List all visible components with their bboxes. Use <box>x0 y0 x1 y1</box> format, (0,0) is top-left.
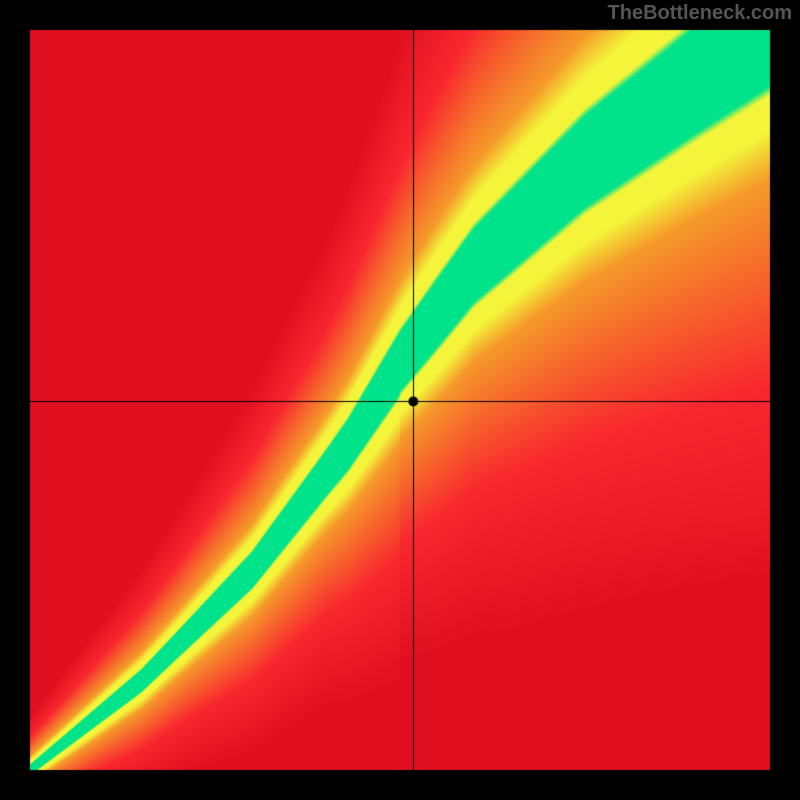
bottleneck-heatmap-canvas <box>0 0 800 800</box>
bottleneck-chart-container: { "chart": { "type": "heatmap", "width":… <box>0 0 800 800</box>
watermark-text: TheBottleneck.com <box>608 2 792 25</box>
